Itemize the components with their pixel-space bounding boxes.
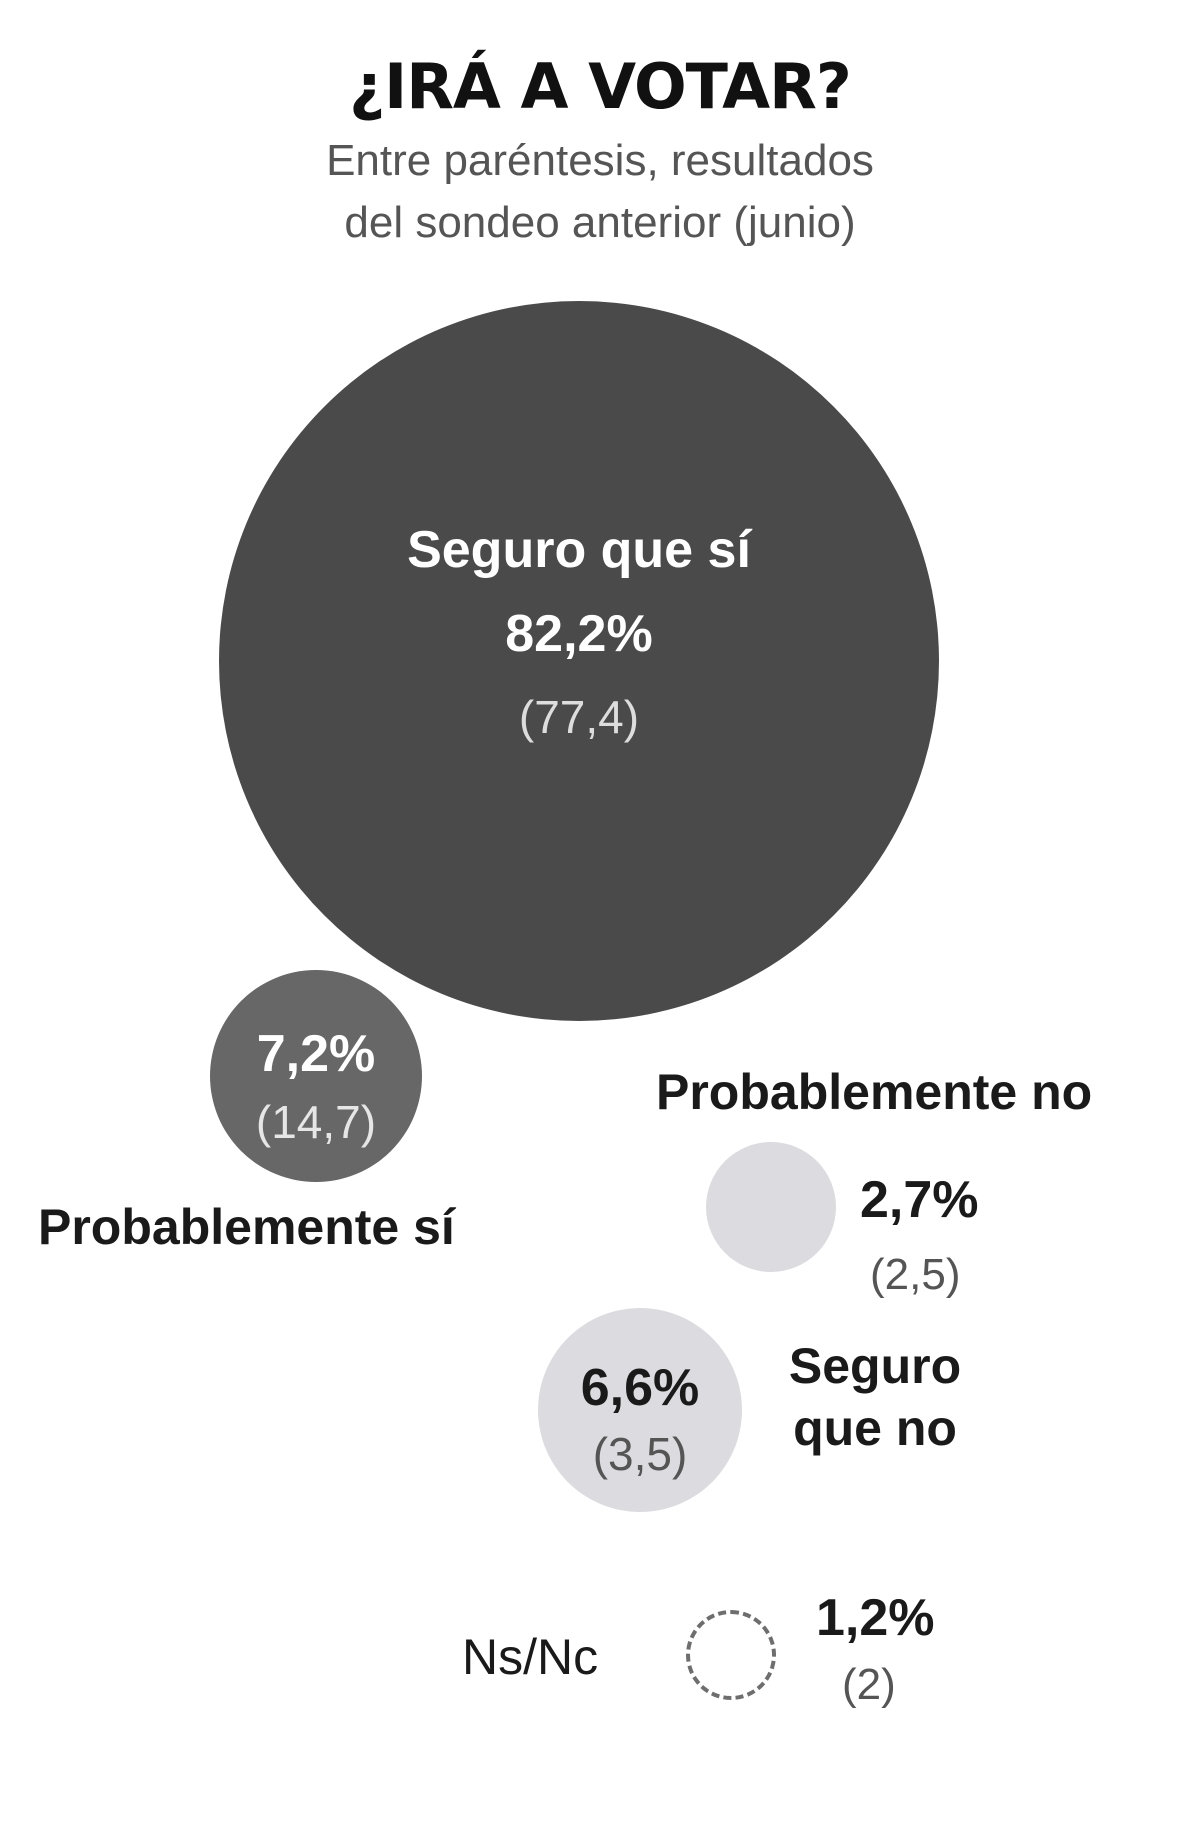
bubble-seguro-que-no-value: 6,6% bbox=[580, 1359, 700, 1417]
bubble-ns-nc-label: Ns/Nc bbox=[462, 1629, 599, 1685]
bubble-probablemente-si-label: Probablemente sí bbox=[38, 1199, 455, 1255]
bubble-seguro-que-si bbox=[219, 301, 939, 1021]
bubble-probablemente-si-previous: (14,7) bbox=[255, 1096, 377, 1148]
bubble-seguro-que-no-label-line-2: que no bbox=[793, 1400, 957, 1456]
bubble-probablemente-no-value: 2,7% bbox=[860, 1171, 979, 1229]
subtitle-line-2: del sondeo anterior (junio) bbox=[344, 198, 856, 247]
bubble-ns-nc-previous: (2) bbox=[842, 1660, 896, 1709]
bubble-probablemente-si-value: 7,2% bbox=[256, 1025, 376, 1083]
bubble-probablemente-no-label: Probablemente no bbox=[656, 1064, 1093, 1120]
bubble-seguro-que-si-previous: (77,4) bbox=[518, 691, 640, 743]
bubble-probablemente-no bbox=[706, 1142, 836, 1272]
bubble-seguro-que-no-label: Seguro que no bbox=[777, 1335, 973, 1459]
bubble-seguro-que-no-previous: (3,5) bbox=[592, 1428, 688, 1480]
bubble-seguro-que-si-label: Seguro que sí bbox=[407, 521, 751, 579]
bubble-ns-nc-value: 1,2% bbox=[816, 1589, 935, 1647]
subtitle-line-1: Entre paréntesis, resultados bbox=[326, 136, 874, 185]
bubble-ns-nc bbox=[686, 1610, 776, 1700]
bubble-seguro-que-si-value: 82,2% bbox=[505, 605, 653, 663]
chart-subtitle: Entre paréntesis, resultados del sondeo … bbox=[0, 130, 1200, 254]
bubble-probablemente-si bbox=[210, 970, 422, 1182]
bubble-seguro-que-no bbox=[538, 1308, 742, 1512]
bubble-seguro-que-no-label-line-1: Seguro bbox=[788, 1338, 962, 1394]
bubble-probablemente-no-previous: (2,5) bbox=[870, 1250, 961, 1299]
chart-title: ¿IRÁ A VOTAR? bbox=[349, 50, 852, 123]
